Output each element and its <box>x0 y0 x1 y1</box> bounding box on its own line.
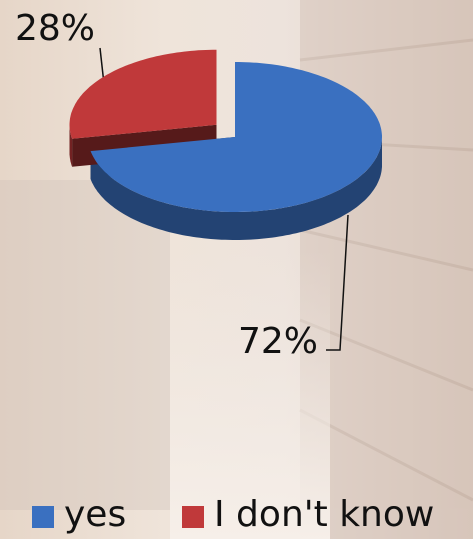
slice-side <box>69 124 73 167</box>
legend-swatch <box>182 506 204 528</box>
legend-swatch <box>32 506 54 528</box>
leader-line <box>326 214 349 351</box>
pie <box>69 49 382 240</box>
legend-label: yes <box>64 494 126 535</box>
slice <box>90 62 382 212</box>
data-label: 28% <box>15 8 95 49</box>
slice-side <box>90 137 382 240</box>
floor <box>170 250 330 539</box>
data-label: 72% <box>238 321 318 362</box>
legend: yes I don't know <box>32 494 434 535</box>
legend-label: I don't know <box>214 494 434 535</box>
slice <box>69 49 217 139</box>
